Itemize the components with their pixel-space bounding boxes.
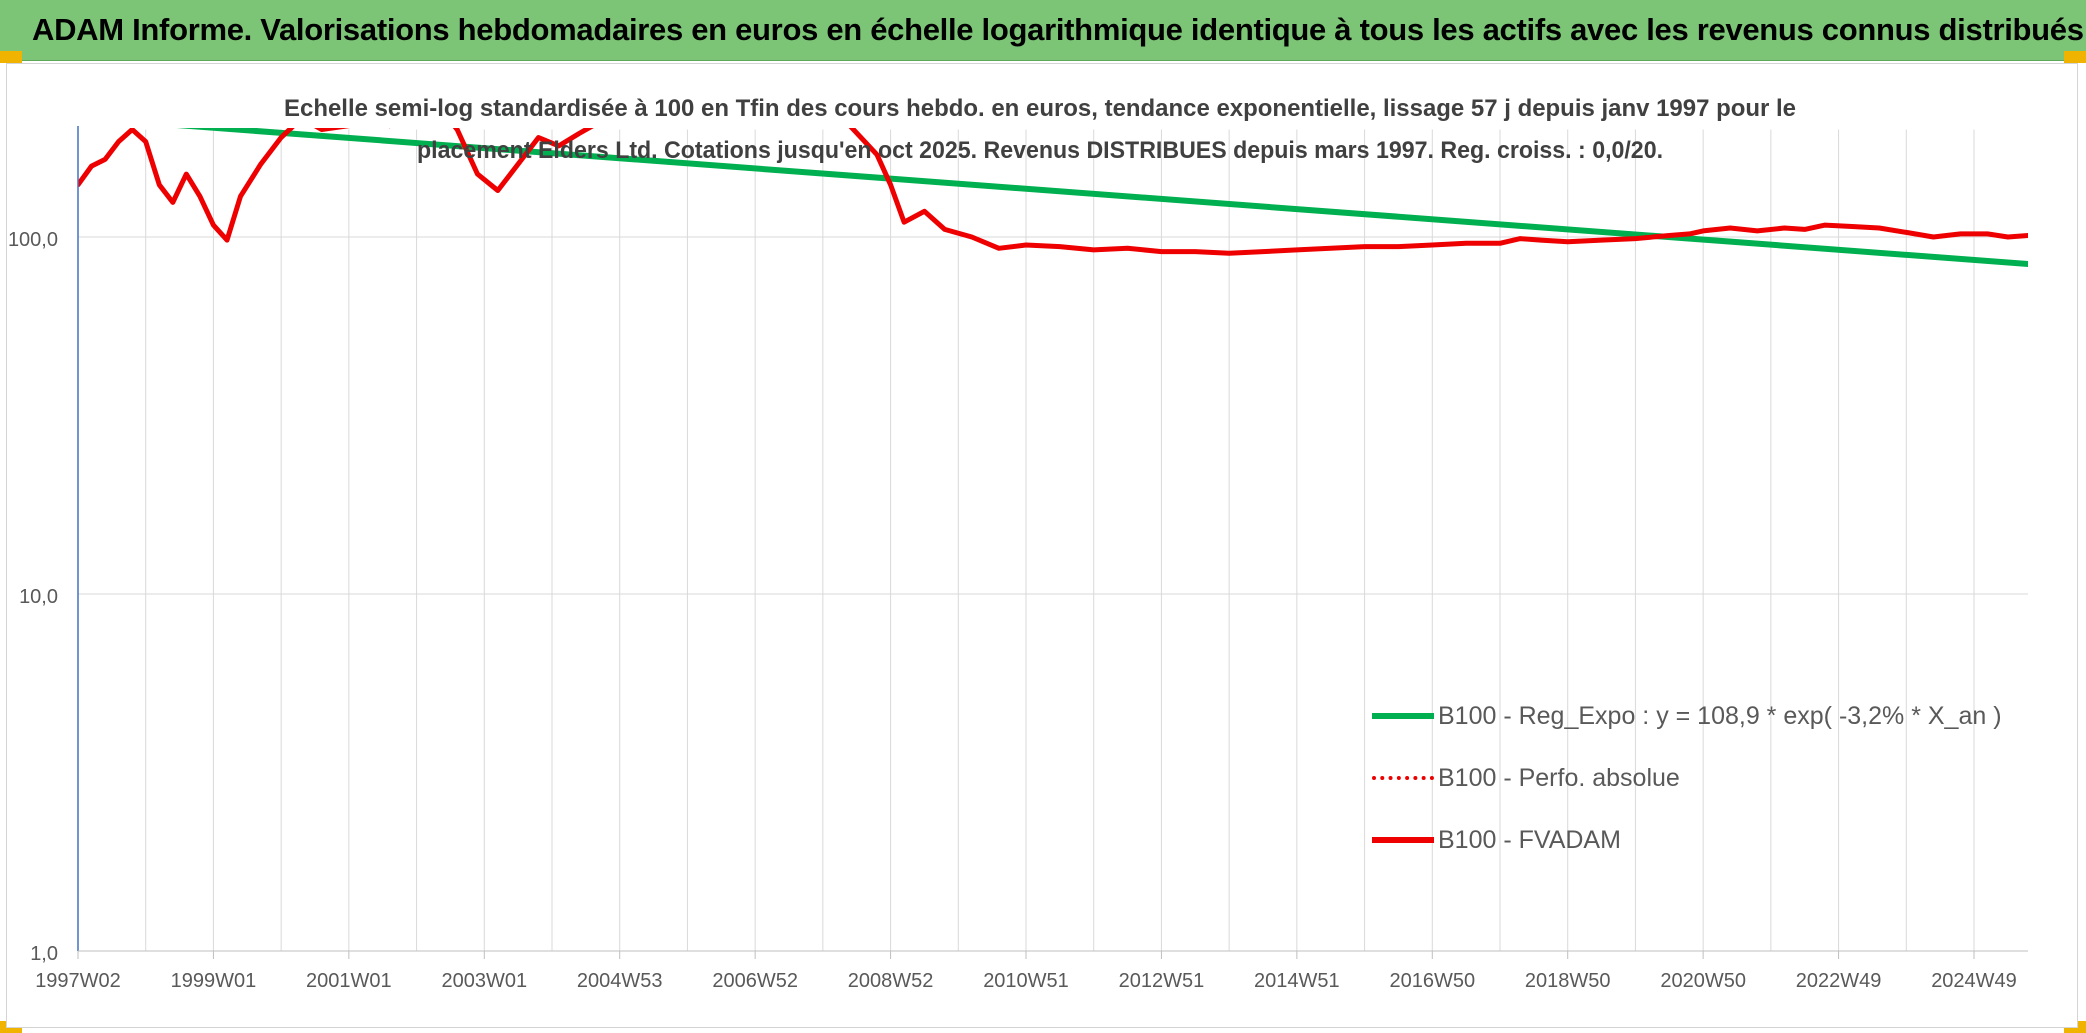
x-tick-label: 2004W53 — [577, 970, 663, 992]
x-tick-label: 2024W49 — [1931, 970, 2017, 992]
corner-accent-top-right — [2064, 51, 2086, 63]
y-tick-label: 10,0 — [19, 586, 58, 608]
series-line-2 — [78, 128, 2028, 256]
chart-title-line-1: Echelle semi-log standardisée à 100 en T… — [284, 95, 1796, 122]
chart-title-layer: Echelle semi-log standardisée à 100 en T… — [284, 95, 1796, 164]
x-tick-label: 2003W01 — [441, 970, 527, 992]
legend-swatch-perfo — [1372, 776, 1434, 780]
chart-legend: B100 - Reg_Expo : y = 108,9 * exp( -3,2%… — [1372, 685, 2052, 871]
y-tick-label: 1,0 — [30, 943, 58, 965]
x-tick-label: 2008W52 — [848, 970, 934, 992]
legend-label-perfo: B100 - Perfo. absolue — [1438, 763, 1680, 792]
x-tick-label: 2006W52 — [712, 970, 798, 992]
series-layer — [78, 128, 2028, 267]
x-tick-label: 2012W51 — [1119, 970, 1205, 992]
corner-accent-top-left — [0, 51, 22, 63]
x-tick-label: 2010W51 — [983, 970, 1069, 992]
trend-line — [176, 128, 2028, 267]
legend-label-fvadam: B100 - FVADAM — [1438, 825, 1621, 854]
legend-label-trend: B100 - Reg_Expo : y = 108,9 * exp( -3,2%… — [1438, 701, 2002, 730]
x-tick-label: 1997W02 — [35, 970, 121, 992]
y-tick-label: 100,0 — [8, 229, 58, 251]
axis-layer: 1,0 10,0 100,0 1997W02 1999W01 2001W01 2003W01… — [8, 126, 2028, 992]
x-tick-label: 1999W01 — [171, 970, 257, 992]
legend-item-perfo: B100 - Perfo. absolue — [1372, 747, 2052, 809]
x-tick-label: 2014W51 — [1254, 970, 1340, 992]
legend-item-trend: B100 - Reg_Expo : y = 108,9 * exp( -3,2%… — [1372, 685, 2052, 747]
x-tick-label: 2022W49 — [1796, 970, 1882, 992]
x-tick-label: 2001W01 — [306, 970, 392, 992]
chart-title-line-2: placement Elders Ltd. Cotations jusqu'en… — [417, 137, 1663, 164]
report-header: ADAM Informe. Valorisations hebdomadaire… — [0, 0, 2086, 61]
legend-item-fvadam: B100 - FVADAM — [1372, 809, 2052, 871]
report-title: ADAM Informe. Valorisations hebdomadaire… — [32, 12, 2084, 47]
x-tick-label: 2020W50 — [1660, 970, 1746, 992]
chart-frame — [6, 63, 2078, 1028]
legend-swatch-fvadam — [1372, 837, 1434, 843]
x-tick-label: 2018W50 — [1525, 970, 1611, 992]
legend-swatch-trend — [1372, 713, 1434, 719]
x-tick-label: 2016W50 — [1389, 970, 1475, 992]
